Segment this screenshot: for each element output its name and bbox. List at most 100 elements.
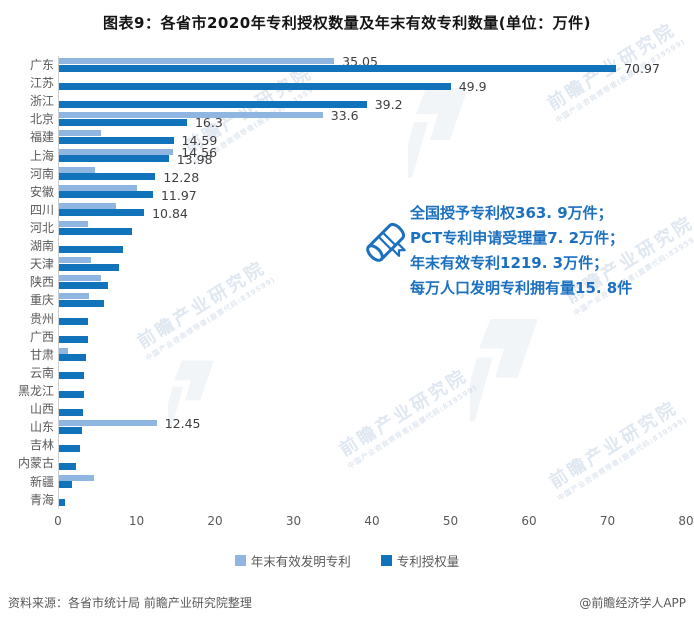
bar-granted-patents [59,408,83,416]
category-label: 河南 [29,166,54,181]
bar-granted-patents [59,354,86,362]
chart-row: 上海 14.56 13.98 [30,144,687,167]
x-axis-tick: 30 [285,514,302,528]
bar-granted-patents [59,481,73,489]
chart-row: 吉林 [30,436,687,454]
chart-row: 四川 10.84 [30,201,687,221]
category-label: 福建 [29,130,54,145]
legend: 年末有效发明专利 专利授权量 [0,551,694,570]
chart-row: 山西 [30,400,687,418]
category-label: 青海 [29,492,54,507]
category-label: 广东 [29,58,54,72]
category-label: 黑龙江 [17,383,54,398]
category-label: 河北 [29,220,54,235]
legend-item: 专利授权量 [380,551,460,570]
bar-granted-patents [59,173,156,181]
bar-value-label: 13.98 [176,151,213,167]
x-axis-tick: 20 [207,514,223,528]
category-label: 新疆 [29,474,54,489]
chart-row: 福建 14.59 [30,128,687,149]
bar-value-label: 70.97 [624,61,660,76]
chart-row: 重庆 [30,291,687,309]
category-label: 广西 [29,329,54,344]
bar-granted-patents [59,100,367,108]
bar-value-label: 14.56 [181,144,218,160]
footer: 资料来源：各省市统计局 前瞻产业研究院整理 @前瞻经济学人APP [0,592,694,614]
chart-row: 河北 [30,219,687,237]
bar-value-label: 39.2 [374,97,403,113]
bar-granted-patents [59,463,77,470]
bar-granted-patents [59,263,120,271]
bar-granted-patents [59,499,66,507]
bar-granted-patents [59,227,132,235]
bar-effective-invention-patents [59,112,323,119]
chart-row: 内蒙古 [18,454,687,472]
category-label: 上海 [29,148,54,163]
category-label: 云南 [29,365,54,380]
bar-granted-patents [59,444,81,452]
category-label: 天津 [29,257,54,272]
x-axis-tick: 10 [128,514,145,528]
bar-granted-patents [59,426,82,434]
chart-row: 江苏 49.9 [30,74,687,93]
x-axis-tick: 70 [599,514,616,528]
credit-note: @前瞻经济学人APP [579,596,686,610]
bar-granted-patents [59,281,108,289]
bar-value-label: 12.45 [164,416,201,432]
bar-granted-patents [59,300,104,308]
category-label: 浙江 [29,94,54,109]
category-label: 贵州 [29,311,54,326]
bar-granted-patents [59,209,145,217]
chart-row: 云南 [30,364,687,382]
bar-value-label: 14.59 [181,133,218,149]
bar-effective-invention-patents [59,202,117,209]
category-label: 北京 [29,112,54,127]
chart-row: 天津 [30,255,687,273]
bar-value-label: 12.28 [163,169,200,185]
bar-effective-invention-patents [59,166,96,173]
chart-row: 山东 12.45 [30,416,687,436]
x-axis-tick: 40 [364,514,380,528]
category-label: 重庆 [29,293,54,308]
category-label: 吉林 [29,438,54,453]
bar-granted-patents [59,118,187,126]
chart-row: 新疆 [30,473,687,491]
chart-row: 北京 33.6 16.3 [30,108,687,130]
bar-effective-invention-patents [59,148,174,155]
chart-row: 浙江 39.2 [30,92,687,113]
category-label: 山东 [29,420,54,435]
category-label: 甘肃 [29,347,54,362]
bar-effective-invention-patents [59,275,101,282]
bar-value-label: 10.84 [152,205,188,221]
chart-row: 河南 12.28 [30,165,687,185]
category-label: 四川 [29,202,54,217]
category-label: 山西 [29,402,54,417]
x-axis-tick: 80 [678,514,694,528]
bar-effective-invention-patents [59,293,89,300]
bar-effective-invention-patents [59,347,68,354]
chart-title: 图表9：各省市2020年专利授权数量及年末有效专利数量(单位：万件) [103,14,591,32]
bar-granted-patents [59,155,169,163]
category-label: 陕西 [29,275,54,290]
bar-granted-patents [59,82,451,90]
legend-item: 年末有效发明专利 [234,551,351,570]
legend-swatch [234,555,246,566]
annotation-line: 年末有效专利1219. 3万件； [410,254,609,272]
category-label: 江苏 [29,76,54,91]
bar-granted-patents [59,318,89,326]
chart-row: 甘肃 [30,346,687,364]
bar-effective-invention-patents [59,257,92,264]
category-label: 湖南 [29,239,54,254]
category-label: 安徽 [29,184,54,199]
bar-value-label: 33.6 [330,108,359,124]
national-stats-annotation: 全国授予专利权363. 9万件； PCT专利申请受理量7. 2万件； 年末有效专利1… [410,201,632,301]
x-axis-tick: 0 [54,514,62,528]
chart-row: 广东 35.05 70.97 [30,55,687,76]
legend-label: 专利授权量 [396,554,460,569]
chart-row: 安徽 11.97 [30,183,687,202]
annotation-line: PCT专利申请受理量7. 2万件； [410,229,625,247]
legend-swatch [380,555,392,566]
legend-label: 年末有效发明专利 [250,554,351,569]
chart-row: 贵州 [30,310,687,328]
annotation-line: 每万人口发明专利拥有量15. 8件 [410,279,633,297]
